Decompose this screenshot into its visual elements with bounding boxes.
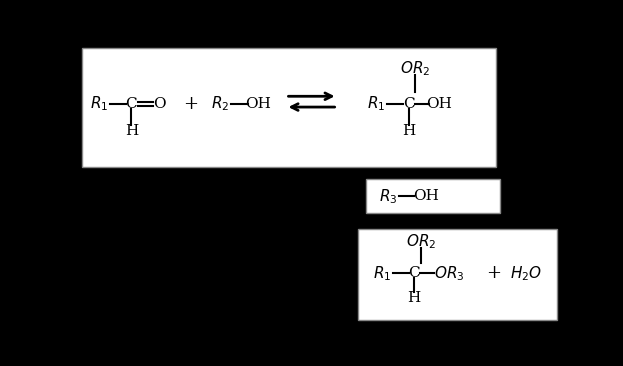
FancyBboxPatch shape xyxy=(358,229,557,320)
Text: H: H xyxy=(125,124,138,138)
Text: OH: OH xyxy=(426,97,452,111)
Text: $R_3$: $R_3$ xyxy=(379,187,397,206)
Text: +: + xyxy=(183,95,197,113)
Text: $R_1$: $R_1$ xyxy=(373,264,392,283)
Text: $OR_2$: $OR_2$ xyxy=(406,232,436,251)
Text: C: C xyxy=(403,97,415,111)
Text: C: C xyxy=(126,97,137,111)
Text: $OR_2$: $OR_2$ xyxy=(400,59,430,78)
Text: +: + xyxy=(487,264,502,283)
Text: H: H xyxy=(407,291,421,305)
Text: O: O xyxy=(153,97,166,111)
Text: $R_1$: $R_1$ xyxy=(90,95,109,113)
Text: H: H xyxy=(402,124,416,138)
FancyBboxPatch shape xyxy=(82,48,497,167)
FancyBboxPatch shape xyxy=(366,179,500,213)
Text: OH: OH xyxy=(413,189,439,203)
Text: $R_1$: $R_1$ xyxy=(367,95,386,113)
Text: $OR_3$: $OR_3$ xyxy=(434,264,464,283)
Text: $H_2O$: $H_2O$ xyxy=(510,264,542,283)
Text: $R_2$: $R_2$ xyxy=(211,95,229,113)
Text: OH: OH xyxy=(245,97,272,111)
Text: C: C xyxy=(409,266,420,280)
